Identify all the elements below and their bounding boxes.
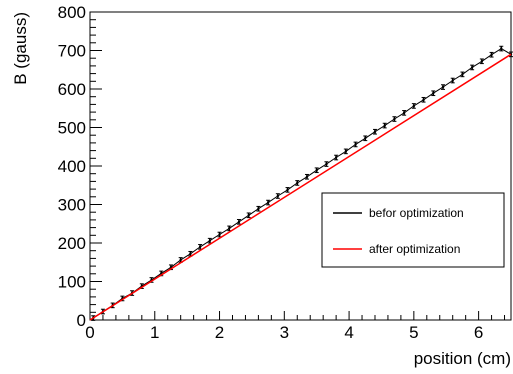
data-point bbox=[344, 150, 348, 153]
data-point bbox=[247, 214, 250, 217]
data-point bbox=[500, 47, 503, 50]
x-tick-label: 0 bbox=[85, 323, 94, 342]
y-axis: 0 100 200 300 400 500 600 700 800 bbox=[58, 3, 102, 330]
x-axis: 0 1 2 3 4 5 6 bbox=[85, 311, 506, 342]
x-tick-label: 1 bbox=[150, 323, 159, 342]
data-point bbox=[451, 79, 454, 82]
data-point bbox=[208, 239, 212, 242]
legend: befor optimization after optimization bbox=[321, 192, 505, 268]
x-axis-title: position (cm) bbox=[414, 349, 511, 368]
data-point bbox=[305, 175, 309, 178]
data-point bbox=[383, 124, 386, 127]
legend-label-before: befor optimization bbox=[369, 206, 464, 220]
data-point bbox=[218, 233, 221, 236]
data-point bbox=[470, 66, 474, 69]
data-point bbox=[237, 220, 241, 224]
data-point bbox=[432, 92, 435, 95]
data-point bbox=[296, 181, 299, 185]
series-befor-optimization-line bbox=[92, 48, 512, 319]
data-point bbox=[276, 194, 280, 198]
data-point bbox=[393, 117, 396, 121]
legend-box bbox=[321, 192, 505, 268]
y-tick-label: 500 bbox=[58, 119, 86, 138]
data-point bbox=[354, 143, 357, 146]
plot-frame bbox=[89, 11, 512, 321]
y-tick-label: 300 bbox=[58, 196, 86, 215]
y-tick-label: 0 bbox=[77, 311, 86, 330]
x-tick-label: 2 bbox=[215, 323, 224, 342]
data-point bbox=[325, 162, 328, 166]
data-point bbox=[286, 188, 289, 192]
data-point bbox=[461, 73, 464, 76]
x-tick-label: 5 bbox=[409, 323, 418, 342]
y-tick-label: 400 bbox=[58, 157, 86, 176]
y-axis-title: B (gauss) bbox=[11, 12, 30, 85]
data-point bbox=[422, 98, 425, 101]
data-point bbox=[480, 60, 484, 63]
x-tick-label: 3 bbox=[280, 323, 289, 342]
y-tick-label: 700 bbox=[58, 42, 86, 61]
y-tick-label: 600 bbox=[58, 80, 86, 99]
data-point bbox=[266, 201, 270, 204]
x-tick-label: 4 bbox=[344, 323, 353, 342]
y-tick-label: 800 bbox=[58, 3, 86, 22]
x-tick-label: 6 bbox=[474, 323, 483, 342]
data-point bbox=[198, 245, 202, 249]
data-point bbox=[189, 252, 192, 255]
data-point bbox=[257, 207, 260, 210]
data-point bbox=[402, 111, 406, 115]
data-point bbox=[228, 227, 231, 230]
data-point bbox=[315, 169, 318, 172]
data-point bbox=[412, 104, 416, 108]
y-tick-label: 100 bbox=[58, 273, 86, 292]
data-point bbox=[441, 85, 445, 89]
series-after-optimization bbox=[89, 53, 512, 321]
legend-label-after: after optimization bbox=[369, 242, 460, 256]
data-point bbox=[373, 130, 377, 133]
data-point bbox=[364, 137, 367, 140]
y-tick-label: 200 bbox=[58, 234, 86, 253]
data-point bbox=[334, 156, 338, 159]
series-after-optimization-line bbox=[89, 53, 512, 321]
data-point bbox=[179, 258, 182, 262]
data-point bbox=[490, 53, 493, 56]
